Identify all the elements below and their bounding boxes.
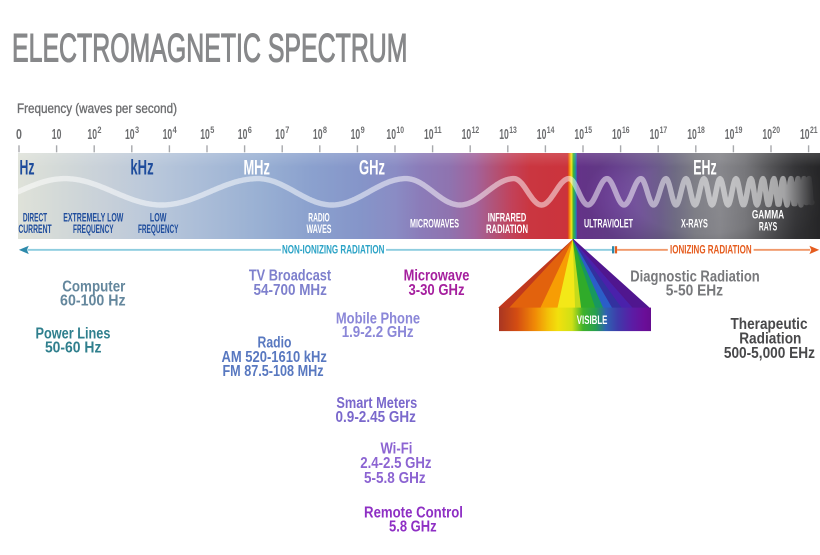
svg-text:MHz: MHz: [243, 155, 270, 179]
svg-text:11: 11: [434, 125, 442, 136]
svg-text:10: 10: [462, 126, 472, 143]
svg-text:20: 20: [772, 125, 780, 136]
svg-text:Frequency (waves per second): Frequency (waves per second): [17, 101, 177, 116]
svg-text:FREQUENCY: FREQUENCY: [138, 222, 179, 236]
svg-text:Remote Control: Remote Control: [364, 504, 463, 521]
svg-text:2.4-2.5 GHz: 2.4-2.5 GHz: [360, 455, 432, 472]
svg-text:Diagnostic Radiation: Diagnostic Radiation: [630, 269, 760, 286]
svg-text:FM 87.5-108 MHz: FM 87.5-108 MHz: [222, 363, 323, 380]
svg-text:ULTRAVIOLET: ULTRAVIOLET: [584, 216, 633, 230]
svg-text:1.9-2.2 GHz: 1.9-2.2 GHz: [342, 324, 414, 341]
svg-text:X-RAYS: X-RAYS: [681, 216, 708, 230]
svg-text:EXTREMELY LOW: EXTREMELY LOW: [63, 211, 123, 225]
svg-text:60-100 Hz: 60-100 Hz: [60, 293, 126, 310]
svg-text:10: 10: [499, 126, 509, 143]
svg-text:NON-IONIZING RADIATION: NON-IONIZING RADIATION: [282, 242, 384, 256]
svg-text:0: 0: [16, 126, 22, 143]
svg-text:MICROWAVES: MICROWAVES: [410, 216, 459, 230]
svg-text:19: 19: [735, 125, 743, 136]
svg-text:21: 21: [810, 125, 818, 136]
svg-text:17: 17: [660, 125, 668, 136]
svg-text:6: 6: [248, 125, 252, 136]
svg-text:FREQUENCY: FREQUENCY: [73, 222, 114, 236]
svg-text:10: 10: [574, 126, 584, 143]
svg-text:10: 10: [800, 126, 810, 143]
svg-text:2: 2: [97, 125, 101, 136]
svg-text:GAMMA: GAMMA: [752, 207, 784, 221]
svg-text:10: 10: [87, 126, 97, 143]
svg-text:VISIBLE: VISIBLE: [577, 313, 608, 327]
svg-text:10: 10: [537, 126, 547, 143]
svg-text:8: 8: [323, 125, 327, 136]
svg-text:10: 10: [351, 126, 361, 143]
svg-text:18: 18: [697, 125, 705, 136]
svg-text:16: 16: [622, 125, 630, 136]
svg-text:RADIATION: RADIATION: [486, 222, 528, 236]
svg-text:GHz: GHz: [359, 155, 385, 179]
svg-text:4: 4: [173, 125, 178, 136]
svg-text:3-30 GHz: 3-30 GHz: [409, 282, 465, 299]
svg-text:CURRENT: CURRENT: [18, 222, 52, 236]
svg-text:EHz: EHz: [693, 155, 717, 179]
svg-text:5.8 GHz: 5.8 GHz: [389, 518, 437, 535]
svg-text:RADIO: RADIO: [308, 211, 330, 225]
svg-text:Computer: Computer: [62, 279, 125, 296]
svg-text:500-5,000 EHz: 500-5,000 EHz: [724, 345, 815, 362]
svg-text:Mobile Phone: Mobile Phone: [336, 311, 421, 328]
svg-text:10: 10: [163, 126, 173, 143]
svg-text:Therapeutic: Therapeutic: [731, 316, 808, 333]
svg-text:10: 10: [424, 126, 434, 143]
svg-text:50-60 Hz: 50-60 Hz: [45, 340, 102, 357]
svg-text:Microwave: Microwave: [404, 267, 470, 284]
svg-text:Smart Meters: Smart Meters: [336, 395, 417, 412]
svg-text:Hz: Hz: [20, 155, 35, 179]
svg-text:13: 13: [509, 125, 517, 136]
svg-text:10: 10: [725, 126, 735, 143]
svg-text:5: 5: [210, 125, 215, 136]
svg-text:10: 10: [386, 126, 396, 143]
svg-text:10: 10: [313, 126, 323, 143]
svg-text:54-700 MHz: 54-700 MHz: [254, 282, 328, 299]
svg-text:0.9-2.45 GHz: 0.9-2.45 GHz: [336, 409, 417, 426]
svg-text:10: 10: [762, 126, 772, 143]
svg-text:Radiation: Radiation: [739, 330, 801, 347]
svg-text:10: 10: [275, 126, 285, 143]
svg-text:15: 15: [584, 125, 592, 136]
svg-text:5-5.8 GHz: 5-5.8 GHz: [364, 470, 426, 487]
svg-text:5-50 EHz: 5-50 EHz: [666, 283, 723, 300]
svg-text:10: 10: [52, 126, 62, 143]
svg-text:WAVES: WAVES: [307, 222, 332, 236]
svg-text:10: 10: [612, 126, 622, 143]
svg-text:RAYS: RAYS: [759, 220, 777, 234]
svg-text:12: 12: [472, 125, 480, 136]
svg-text:10: 10: [200, 126, 210, 143]
svg-text:ELECTROMAGNETIC SPECTRUM: ELECTROMAGNETIC SPECTRUM: [12, 27, 408, 71]
svg-text:Radio: Radio: [258, 335, 292, 352]
svg-text:10: 10: [687, 126, 697, 143]
svg-text:AM 520-1610 kHz: AM 520-1610 kHz: [222, 349, 328, 366]
svg-text:Power Lines: Power Lines: [36, 326, 111, 343]
svg-text:TV Broadcast: TV Broadcast: [249, 267, 331, 284]
svg-text:14: 14: [547, 125, 555, 136]
svg-text:DIRECT: DIRECT: [23, 211, 48, 225]
svg-text:3: 3: [135, 125, 139, 136]
svg-text:7: 7: [285, 125, 289, 136]
svg-text:10: 10: [396, 125, 404, 136]
svg-text:10: 10: [125, 126, 135, 143]
svg-text:kHz: kHz: [130, 155, 153, 179]
svg-text:LOW: LOW: [150, 211, 167, 225]
svg-text:INFRARED: INFRARED: [488, 211, 527, 225]
svg-text:Wi-Fi: Wi-Fi: [380, 440, 412, 457]
svg-text:9: 9: [361, 125, 365, 136]
svg-text:10: 10: [650, 126, 660, 143]
svg-text:10: 10: [238, 126, 248, 143]
svg-text:IONIZING RADIATION: IONIZING RADIATION: [670, 242, 752, 256]
